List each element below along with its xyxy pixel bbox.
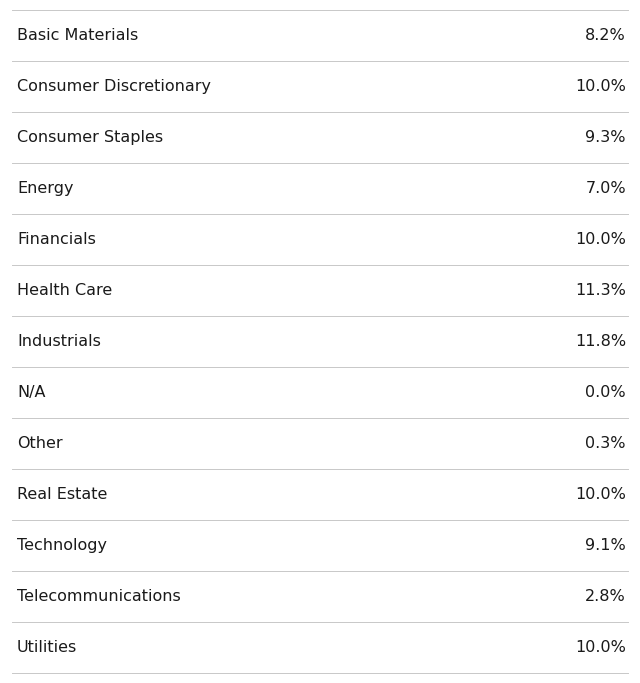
- Text: Financials: Financials: [17, 232, 96, 247]
- Text: 9.3%: 9.3%: [586, 130, 626, 145]
- Text: 10.0%: 10.0%: [575, 232, 626, 247]
- Text: 11.8%: 11.8%: [575, 334, 626, 349]
- Text: 7.0%: 7.0%: [586, 181, 626, 196]
- Text: 2.8%: 2.8%: [585, 589, 626, 604]
- Text: Consumer Staples: Consumer Staples: [17, 130, 163, 145]
- Text: Telecommunications: Telecommunications: [17, 589, 180, 604]
- Text: Technology: Technology: [17, 538, 107, 553]
- Text: N/A: N/A: [17, 385, 45, 400]
- Text: 0.3%: 0.3%: [586, 436, 626, 451]
- Text: Consumer Discretionary: Consumer Discretionary: [17, 79, 211, 94]
- Text: 10.0%: 10.0%: [575, 79, 626, 94]
- Text: Other: Other: [17, 436, 63, 451]
- Text: 9.1%: 9.1%: [585, 538, 626, 553]
- Text: Utilities: Utilities: [17, 640, 77, 655]
- Text: 8.2%: 8.2%: [585, 28, 626, 43]
- Text: 10.0%: 10.0%: [575, 640, 626, 655]
- Text: Basic Materials: Basic Materials: [17, 28, 138, 43]
- Text: Energy: Energy: [17, 181, 74, 196]
- Text: 0.0%: 0.0%: [586, 385, 626, 400]
- Text: 10.0%: 10.0%: [575, 487, 626, 502]
- Text: Industrials: Industrials: [17, 334, 101, 349]
- Text: Real Estate: Real Estate: [17, 487, 108, 502]
- Text: 11.3%: 11.3%: [575, 283, 626, 298]
- Text: Health Care: Health Care: [17, 283, 112, 298]
